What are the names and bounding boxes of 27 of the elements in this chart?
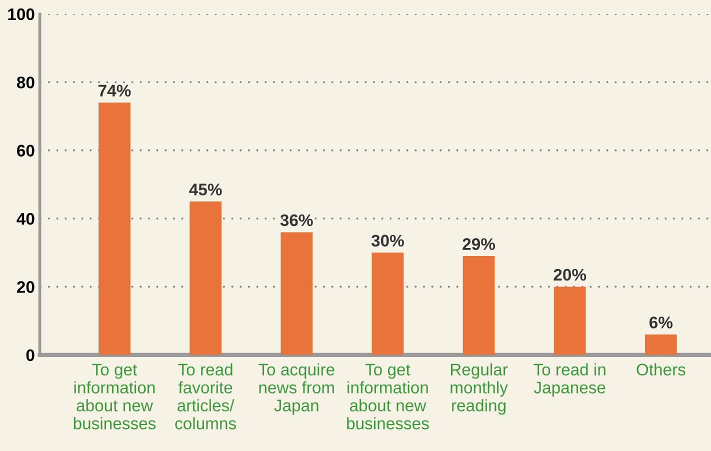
y-tick-label: 60 <box>17 144 34 157</box>
y-tick-label: 20 <box>16 281 34 293</box>
x-tick-label: Regular monthly reading <box>450 363 508 415</box>
x-tick-label: To acquire news from Japan <box>258 363 334 415</box>
x-tick-label: To read favorite articles/ columns <box>175 363 236 430</box>
data-label: 36% <box>280 214 313 226</box>
data-label: 6% <box>649 316 673 328</box>
data-label: 29% <box>462 238 496 250</box>
data-label: 74% <box>98 84 131 97</box>
y-tick-label: 100 <box>8 8 34 20</box>
y-tick-label: 0 <box>26 349 34 362</box>
y-tick-label: 80 <box>16 76 34 88</box>
y-tick-label: 40 <box>16 212 34 225</box>
bar <box>462 256 495 355</box>
bar <box>190 202 222 355</box>
x-tick-label: Others <box>636 363 686 376</box>
bar <box>372 252 404 355</box>
x-tick-label: To get information about new businesses <box>74 364 156 430</box>
bar <box>644 334 677 355</box>
x-tick-label: To get information about new businesses <box>347 364 429 430</box>
data-label: 30% <box>371 234 404 247</box>
data-label: 20% <box>554 268 586 281</box>
bar <box>280 232 313 355</box>
x-tick-label: To read in Japanese <box>534 363 606 397</box>
bar <box>554 286 586 355</box>
data-label: 45% <box>189 184 222 196</box>
bar <box>98 102 130 355</box>
